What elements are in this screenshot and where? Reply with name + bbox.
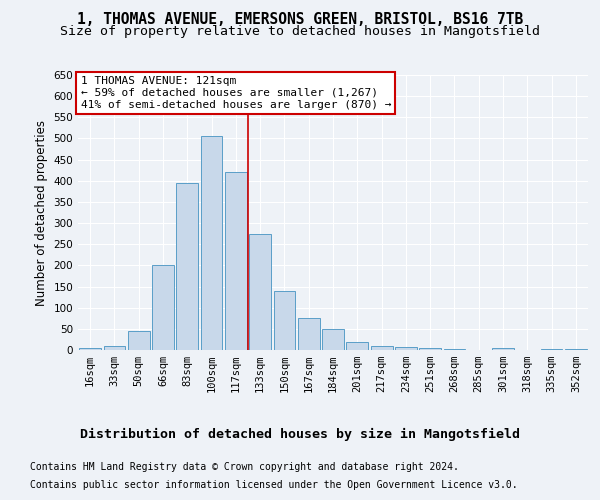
Bar — [104, 346, 125, 350]
Bar — [443, 349, 466, 350]
Bar — [419, 348, 441, 350]
Bar — [298, 318, 320, 350]
Text: Contains public sector information licensed under the Open Government Licence v3: Contains public sector information licen… — [30, 480, 518, 490]
Text: Distribution of detached houses by size in Mangotsfield: Distribution of detached houses by size … — [80, 428, 520, 440]
Bar — [371, 346, 392, 350]
Bar — [274, 291, 295, 350]
Bar — [492, 348, 514, 350]
Text: Size of property relative to detached houses in Mangotsfield: Size of property relative to detached ho… — [60, 25, 540, 38]
Bar — [346, 342, 368, 350]
Bar — [395, 346, 417, 350]
Bar — [176, 183, 198, 350]
Bar — [249, 234, 271, 350]
Bar — [322, 329, 344, 350]
Bar — [225, 172, 247, 350]
Bar — [152, 266, 174, 350]
Bar — [565, 349, 587, 350]
Bar — [79, 348, 101, 350]
Bar — [541, 348, 562, 350]
Text: 1 THOMAS AVENUE: 121sqm
← 59% of detached houses are smaller (1,267)
41% of semi: 1 THOMAS AVENUE: 121sqm ← 59% of detache… — [80, 76, 391, 110]
Text: 1, THOMAS AVENUE, EMERSONS GREEN, BRISTOL, BS16 7TB: 1, THOMAS AVENUE, EMERSONS GREEN, BRISTO… — [77, 12, 523, 28]
Text: Contains HM Land Registry data © Crown copyright and database right 2024.: Contains HM Land Registry data © Crown c… — [30, 462, 459, 472]
Bar — [128, 331, 149, 350]
Y-axis label: Number of detached properties: Number of detached properties — [35, 120, 48, 306]
Bar — [200, 136, 223, 350]
